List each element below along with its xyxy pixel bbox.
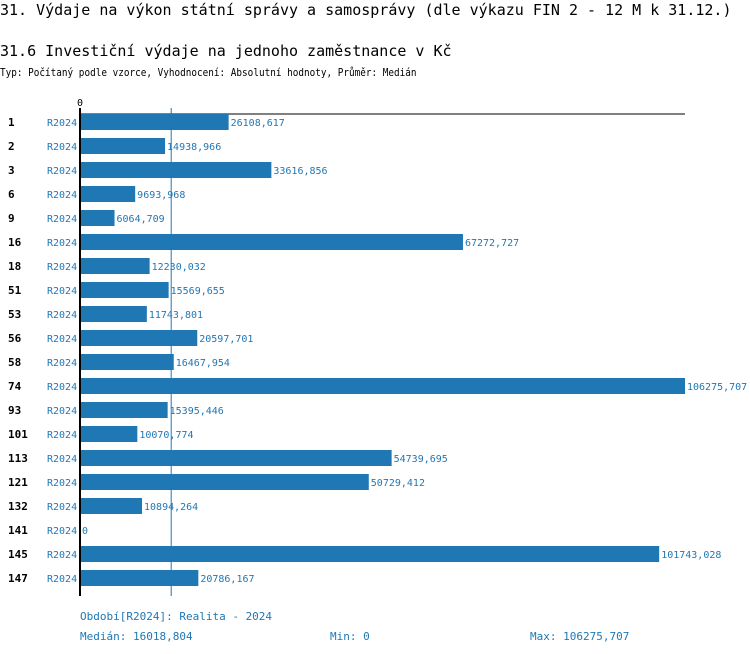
bar (80, 450, 392, 466)
data-label: 0 (82, 526, 88, 537)
bar (80, 210, 115, 226)
chart-meta: Typ: Počítaný podle vzorce, Vyhodnocení:… (0, 66, 417, 79)
data-label: 101743,028 (661, 550, 721, 561)
data-label: 6064,709 (117, 214, 165, 225)
x-tick-label: 0 (77, 98, 83, 109)
data-label: 20786,167 (200, 574, 254, 585)
footer-median: Medián: 16018,804 (80, 630, 193, 643)
series-label: R2024 (47, 430, 77, 441)
data-label: 26108,617 (231, 118, 285, 129)
data-label: 15569,655 (171, 286, 225, 297)
category-label: 2 (8, 140, 15, 153)
category-label: 145 (8, 548, 28, 561)
chart-title: 31.6 Investiční výdaje na jednoho zaměst… (0, 42, 452, 60)
bar (80, 162, 272, 178)
data-label: 33616,856 (273, 166, 327, 177)
data-label: 10070,774 (139, 430, 193, 441)
data-label: 14938,966 (167, 142, 221, 153)
bar (80, 402, 168, 418)
series-label: R2024 (47, 334, 77, 345)
data-label: 11743,801 (149, 310, 203, 321)
series-label: R2024 (47, 382, 77, 393)
series-label: R2024 (47, 166, 77, 177)
category-label: 1 (8, 116, 15, 129)
footer-period: Období[R2024]: Realita - 2024 (80, 610, 273, 623)
footer-max: Max: 106275,707 (530, 630, 630, 643)
data-label: 12230,032 (152, 262, 206, 273)
series-label: R2024 (47, 502, 77, 513)
bar (80, 570, 199, 586)
series-label: R2024 (47, 526, 77, 537)
series-label: R2024 (47, 238, 77, 249)
category-label: 74 (8, 380, 22, 393)
data-label: 67272,727 (465, 238, 519, 249)
category-label: 18 (8, 260, 21, 273)
category-label: 53 (8, 308, 21, 321)
bar (80, 234, 463, 250)
category-label: 51 (8, 284, 22, 297)
category-label: 9 (8, 212, 15, 225)
data-label: 54739,695 (394, 454, 448, 465)
bar (80, 354, 174, 370)
series-label: R2024 (47, 262, 77, 273)
series-label: R2024 (47, 286, 77, 297)
bar (80, 426, 138, 442)
category-label: 132 (8, 500, 28, 513)
data-label: 9693,968 (137, 190, 185, 201)
data-label: 16467,954 (176, 358, 230, 369)
category-label: 58 (8, 356, 21, 369)
series-label: R2024 (47, 574, 77, 585)
bar (80, 114, 229, 130)
category-label: 93 (8, 404, 21, 417)
category-label: 101 (8, 428, 28, 441)
bar (80, 378, 685, 394)
category-label: 121 (8, 476, 28, 489)
series-label: R2024 (47, 358, 77, 369)
category-label: 3 (8, 164, 15, 177)
category-label: 113 (8, 452, 28, 465)
category-label: 56 (8, 332, 22, 345)
bar (80, 498, 143, 514)
page-title: 31. Výdaje na výkon státní správy a samo… (0, 1, 732, 19)
data-label: 20597,701 (199, 334, 253, 345)
category-label: 16 (8, 236, 22, 249)
bar (80, 546, 660, 562)
category-label: 6 (8, 188, 15, 201)
bar (80, 330, 198, 346)
bar (80, 282, 169, 298)
series-label: R2024 (47, 454, 77, 465)
category-label: 141 (8, 524, 28, 537)
bar (80, 138, 166, 154)
series-label: R2024 (47, 190, 77, 201)
series-label: R2024 (47, 142, 77, 153)
bar (80, 258, 150, 274)
bar (80, 306, 147, 322)
data-label: 10894,264 (144, 502, 198, 513)
series-label: R2024 (47, 118, 77, 129)
category-label: 147 (8, 572, 28, 585)
data-label: 15395,446 (170, 406, 224, 417)
bar (80, 186, 136, 202)
series-label: R2024 (47, 406, 77, 417)
series-label: R2024 (47, 310, 77, 321)
bar (80, 474, 369, 490)
data-label: 50729,412 (371, 478, 425, 489)
series-label: R2024 (47, 478, 77, 489)
data-label: 106275,707 (687, 382, 747, 393)
series-label: R2024 (47, 214, 77, 225)
footer-min: Min: 0 (330, 630, 370, 643)
series-label: R2024 (47, 550, 77, 561)
